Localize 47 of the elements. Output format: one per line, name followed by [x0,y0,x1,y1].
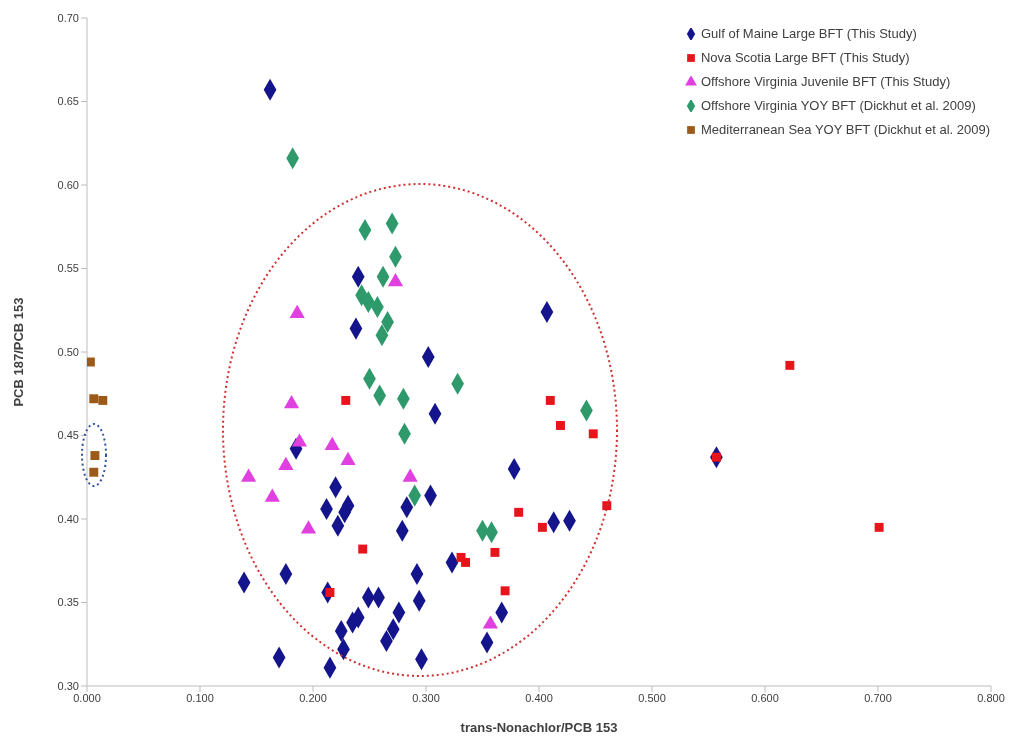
x-axis-title: trans-Nonachlor/PCB 153 [460,720,618,735]
x-tick-label: 0.600 [751,691,779,704]
point [545,395,555,405]
y-tick-label: 0.50 [57,345,79,358]
point [291,433,308,447]
point [87,357,95,367]
point [283,395,300,409]
point [500,586,510,596]
x-tick-label: 0.200 [299,691,327,704]
legend-label: Mediterranean Sea YOY BFT (Dickhut et al. 2009) [700,121,990,139]
point [556,421,565,430]
x-tick-label: 0.000 [73,691,101,704]
x-tick-label: 0.400 [525,691,553,704]
y-axis-title: PCB 187/PCB 153 [10,297,26,407]
point [514,507,524,517]
legend-label: Nova Scotia Large BFT (This Study) [700,49,910,67]
y-tick-label: 0.40 [57,512,79,525]
point [387,273,404,287]
y-tick-label: 0.45 [57,429,79,442]
point [341,395,351,405]
y-tick-label: 0.35 [57,596,79,609]
point [90,451,100,461]
legend-label: Gulf of Maine Large BFT (This Study) [700,25,917,43]
y-tick-label: 0.60 [57,178,79,191]
y-tick-label: 0.30 [57,679,79,692]
point [461,557,471,567]
point [874,522,884,532]
x-tick-label: 0.800 [977,691,1005,704]
point [89,394,99,404]
y-tick-label: 0.70 [57,11,79,24]
x-tick-label: 0.700 [864,691,892,704]
y-tick-label: 0.55 [57,262,79,275]
point [98,395,108,405]
point [490,547,500,557]
y-tick-label: 0.65 [57,95,79,108]
point [358,544,368,554]
point [785,360,795,370]
x-tick-label: 0.300 [412,691,440,704]
point [537,522,547,532]
point [89,467,99,477]
point [300,520,317,534]
point [588,429,598,439]
legend-label: Offshore Virginia YOY BFT (Dickhut et al. 2009) [700,97,976,115]
x-tick-label: 0.500 [638,691,666,704]
legend-label: Offshore Virginia Juvenile BFT (This Study) [700,73,951,91]
point [602,501,612,511]
x-tick-label: 0.100 [186,691,214,704]
